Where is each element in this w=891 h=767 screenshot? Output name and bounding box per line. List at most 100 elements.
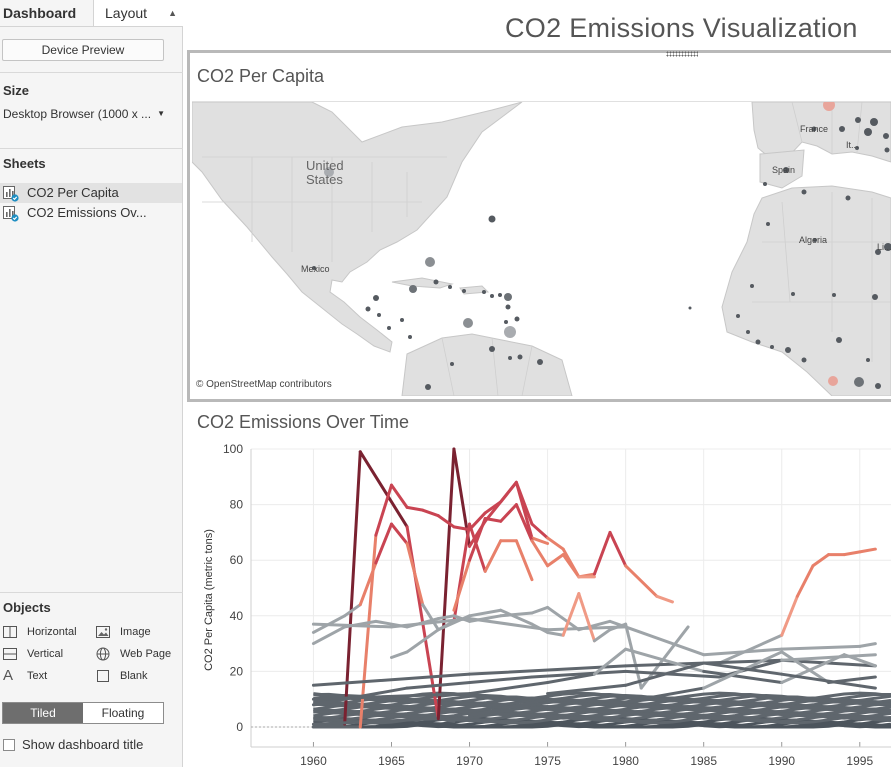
series-line[interactable] bbox=[311, 647, 877, 701]
series-segment[interactable] bbox=[405, 675, 534, 690]
series-segment[interactable] bbox=[546, 672, 596, 685]
series-segment[interactable] bbox=[624, 661, 706, 687]
series-line[interactable] bbox=[452, 503, 596, 612]
series-segment[interactable] bbox=[311, 625, 347, 646]
series-segment[interactable] bbox=[499, 608, 534, 626]
series-segment[interactable] bbox=[389, 483, 409, 509]
series-segment[interactable] bbox=[608, 530, 628, 568]
tab-layout[interactable]: Layout ▲ bbox=[93, 0, 183, 26]
series-segment[interactable] bbox=[343, 603, 362, 618]
object-vertical[interactable]: Vertical bbox=[3, 646, 88, 662]
series-segment[interactable] bbox=[405, 505, 425, 512]
size-dropdown[interactable]: Desktop Browser (1000 x ... ▼ bbox=[3, 107, 165, 123]
series-line[interactable] bbox=[313, 694, 891, 704]
series-segment[interactable] bbox=[358, 450, 409, 529]
series-segment[interactable] bbox=[780, 650, 831, 685]
series-segment[interactable] bbox=[546, 630, 565, 637]
series-segment[interactable] bbox=[546, 605, 581, 632]
series-segment[interactable] bbox=[577, 592, 596, 643]
series-line[interactable] bbox=[389, 592, 690, 690]
series-segment[interactable] bbox=[436, 717, 456, 723]
object-blank[interactable]: Blank bbox=[96, 668, 176, 684]
tab-dashboard[interactable]: Dashboard bbox=[0, 0, 93, 26]
series-segment[interactable] bbox=[374, 522, 393, 565]
series-segment[interactable] bbox=[452, 525, 472, 532]
series-segment[interactable] bbox=[858, 642, 877, 648]
drag-handle-icon[interactable] bbox=[666, 51, 698, 57]
series-segment[interactable] bbox=[468, 608, 503, 618]
series-segment[interactable] bbox=[546, 553, 565, 568]
series-segment[interactable] bbox=[530, 622, 550, 634]
series-segment[interactable] bbox=[530, 669, 628, 679]
series-segment[interactable] bbox=[514, 503, 534, 543]
series-lines[interactable] bbox=[311, 447, 891, 729]
series-segment[interactable] bbox=[436, 447, 456, 721]
object-web-page[interactable]: Web Page bbox=[96, 646, 176, 662]
series-segment[interactable] bbox=[389, 522, 409, 546]
series-segment[interactable] bbox=[483, 539, 503, 573]
series-segment[interactable] bbox=[702, 661, 784, 676]
series-segment[interactable] bbox=[858, 547, 877, 554]
series-segment[interactable] bbox=[374, 483, 393, 537]
series-segment[interactable] bbox=[468, 522, 487, 573]
series-segment[interactable] bbox=[842, 550, 862, 557]
series-segment[interactable] bbox=[624, 669, 721, 679]
floating-button[interactable]: Floating bbox=[83, 703, 163, 723]
series-segment[interactable] bbox=[561, 553, 581, 579]
co2-per-capita-map[interactable]: United States Mexico France It... Spain A… bbox=[192, 101, 891, 396]
series-segment[interactable] bbox=[436, 514, 456, 529]
series-segment[interactable] bbox=[842, 653, 877, 668]
sheet-item-co2-emissions-over-time[interactable]: CO2 Emissions Ov... bbox=[0, 203, 182, 223]
series-segment[interactable] bbox=[811, 553, 831, 568]
series-segment[interactable] bbox=[624, 625, 706, 657]
series-segment[interactable] bbox=[624, 622, 643, 690]
series-segment[interactable] bbox=[311, 672, 472, 687]
series-segment[interactable] bbox=[468, 664, 628, 676]
series-segment[interactable] bbox=[780, 594, 799, 637]
series-segment[interactable] bbox=[499, 503, 518, 523]
series-segment[interactable] bbox=[702, 647, 784, 657]
series-segment[interactable] bbox=[483, 500, 503, 515]
series-segment[interactable] bbox=[343, 450, 362, 726]
series-segment[interactable] bbox=[499, 480, 518, 504]
series-segment[interactable] bbox=[546, 683, 628, 696]
series-segment[interactable] bbox=[780, 644, 862, 651]
series-segment[interactable] bbox=[514, 539, 534, 582]
object-horizontal[interactable]: Horizontal bbox=[3, 624, 88, 640]
series-segment[interactable] bbox=[780, 653, 877, 662]
series-segment[interactable] bbox=[405, 542, 425, 607]
series-segment[interactable] bbox=[421, 603, 440, 632]
series-segment[interactable] bbox=[592, 628, 612, 643]
series-line[interactable] bbox=[717, 547, 877, 665]
series-segment[interactable] bbox=[311, 692, 472, 701]
series-segment[interactable] bbox=[624, 564, 659, 598]
series-segment[interactable] bbox=[358, 561, 378, 607]
series-segment[interactable] bbox=[561, 592, 581, 637]
series-segment[interactable] bbox=[592, 530, 612, 576]
series-segment[interactable] bbox=[530, 522, 550, 540]
sheet-item-co2-per-capita[interactable]: CO2 Per Capita bbox=[0, 183, 182, 203]
series-segment[interactable] bbox=[514, 480, 534, 526]
series-segment[interactable] bbox=[608, 622, 628, 632]
series-segment[interactable] bbox=[780, 653, 846, 685]
series-segment[interactable] bbox=[436, 614, 472, 632]
series-segment[interactable] bbox=[468, 681, 550, 696]
series-segment[interactable] bbox=[436, 614, 456, 621]
low-emission-series-band[interactable] bbox=[313, 691, 891, 729]
object-image[interactable]: Image bbox=[96, 624, 176, 640]
series-segment[interactable] bbox=[483, 517, 503, 523]
series-segment[interactable] bbox=[655, 594, 674, 604]
series-segment[interactable] bbox=[311, 622, 393, 629]
series-segment[interactable] bbox=[468, 697, 550, 718]
series-segment[interactable] bbox=[780, 672, 877, 690]
series-segment[interactable] bbox=[546, 697, 628, 704]
series-segment[interactable] bbox=[530, 605, 550, 615]
series-segment[interactable] bbox=[717, 633, 784, 665]
series-segment[interactable] bbox=[702, 669, 784, 685]
series-segment[interactable] bbox=[389, 650, 409, 659]
series-segment[interactable] bbox=[405, 628, 440, 654]
co2-emissions-line-chart[interactable]: 0 20 40 60 80 100 1960 1965 1970 1975 1980 1985 1990… bbox=[187, 440, 891, 767]
device-preview-button[interactable]: Device Preview bbox=[2, 39, 164, 61]
show-dashboard-title-checkbox[interactable] bbox=[3, 739, 15, 751]
series-segment[interactable] bbox=[592, 647, 628, 676]
